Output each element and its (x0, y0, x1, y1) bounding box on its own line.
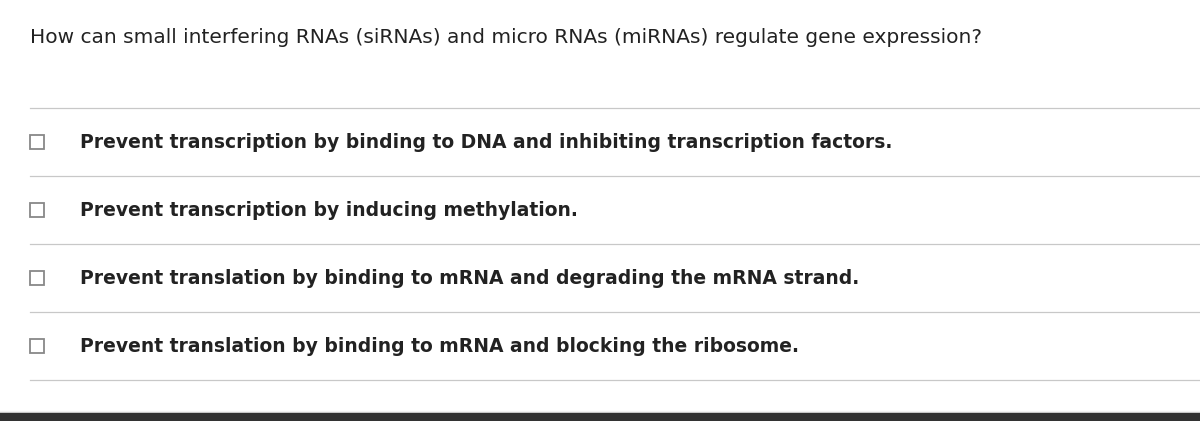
Text: How can small interfering RNAs (siRNAs) and micro RNAs (miRNAs) regulate gene ex: How can small interfering RNAs (siRNAs) … (30, 28, 982, 47)
Bar (30, 339, 44, 353)
Bar (30, 271, 44, 285)
Bar (30, 135, 44, 149)
Text: Prevent transcription by binding to DNA and inhibiting transcription factors.: Prevent transcription by binding to DNA … (80, 133, 893, 152)
Text: Prevent transcription by inducing methylation.: Prevent transcription by inducing methyl… (80, 200, 578, 219)
Text: Prevent translation by binding to mRNA and blocking the ribosome.: Prevent translation by binding to mRNA a… (80, 336, 799, 355)
Bar (0, 413, 1200, 421)
Text: Prevent translation by binding to mRNA and degrading the mRNA strand.: Prevent translation by binding to mRNA a… (80, 269, 859, 288)
Bar (30, 203, 44, 217)
